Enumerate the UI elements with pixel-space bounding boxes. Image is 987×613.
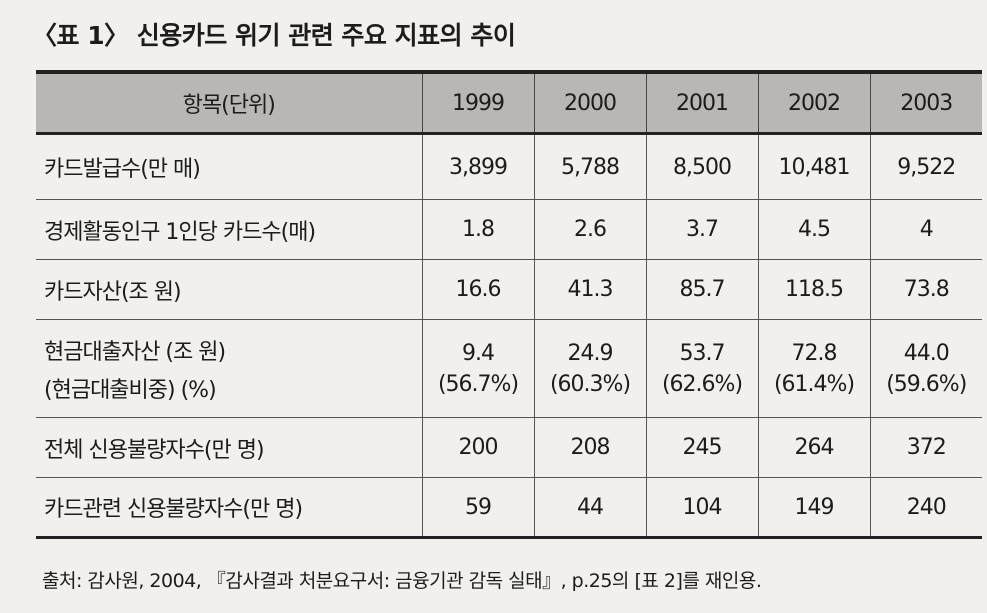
cell-value: 245 [645,417,758,478]
cell-value-line2: (61.4%) [773,371,855,397]
cell-value: 73.8 [869,259,982,320]
header-year: 2002 [757,70,870,135]
table-row: 현금대출자산 (조 원) (현금대출비중) (%) 9.4 (56.7%) 24… [36,319,982,418]
cell-value: 104 [645,477,758,539]
cell-value: 4.5 [757,199,870,260]
header-year: 2003 [869,70,982,135]
cell-value: 2.6 [533,199,646,260]
row-label: 카드관련 신용불량자수(만 명) [36,477,422,539]
cell-value: 264 [757,417,870,478]
cell-value: 240 [869,477,982,539]
cell-value: 149 [757,477,870,539]
cell-value: 372 [869,417,982,478]
indicator-table: 항목(단위) 1999 2000 2001 2002 2003 카드발급수(만 … [36,70,982,539]
cell-value: 9,522 [869,133,982,200]
cell-value: 200 [421,417,534,478]
cell-value: 44.0 (59.6%) [869,319,982,418]
header-year: 2000 [533,70,646,135]
cell-value: 118.5 [757,259,870,320]
table-row: 카드발급수(만 매) 3,899 5,788 8,500 10,481 9,52… [36,133,982,200]
cell-value-line2: (59.6%) [886,371,967,397]
cell-value: 85.7 [645,259,758,320]
cell-value: 1.8 [421,199,534,260]
cell-value-line1: 72.8 [791,340,838,366]
cell-value: 16.6 [421,259,534,320]
cell-value: 41.3 [533,259,646,320]
cell-value-line2: (62.6%) [661,371,743,397]
cell-value: 9.4 (56.7%) [421,319,534,418]
cell-value: 10,481 [757,133,870,200]
row-label: 현금대출자산 (조 원) (현금대출비중) (%) [36,319,422,418]
cell-value: 53.7 (62.6%) [645,319,758,418]
cell-value-line2: (56.7%) [437,371,519,397]
table-title: 〈표 1〉 신용카드 위기 관련 주요 지표의 추이 [32,21,516,50]
row-label-line1: 현금대출자산 (조 원) [44,339,226,365]
cell-value: 208 [533,417,646,478]
cell-value: 72.8 (61.4%) [757,319,870,418]
cell-value-line1: 9.4 [462,340,495,366]
cell-value-line1: 53.7 [679,340,726,366]
cell-value-line1: 44.0 [903,340,950,366]
row-label: 카드발급수(만 매) [36,133,422,200]
table-row: 전체 신용불량자수(만 명) 200 208 245 264 372 [36,417,982,478]
table-header-row: 항목(단위) 1999 2000 2001 2002 2003 [36,70,982,135]
row-label: 카드자산(조 원) [36,259,422,320]
cell-value-line2: (60.3%) [549,371,631,397]
cell-value: 59 [421,477,534,539]
cell-value: 8,500 [645,133,758,200]
source-note: 출처: 감사원, 2004, 『감사결과 처분요구서: 금융기관 감독 실태』,… [42,570,762,592]
cell-value: 3,899 [421,133,534,200]
cell-value: 5,788 [533,133,646,200]
cell-value: 4 [869,199,982,260]
table-row: 카드자산(조 원) 16.6 41.3 85.7 118.5 73.8 [36,259,982,320]
cell-value: 3.7 [645,199,758,260]
cell-value: 44 [533,477,646,539]
cell-value: 24.9 (60.3%) [533,319,646,418]
header-year: 2001 [645,70,758,135]
row-label-line2: (현금대출비중) (%) [44,377,217,403]
table-row: 카드관련 신용불량자수(만 명) 59 44 104 149 240 [36,477,982,539]
row-label: 전체 신용불량자수(만 명) [36,417,422,478]
row-label: 경제활동인구 1인당 카드수(매) [36,199,422,260]
cell-value-line1: 24.9 [567,340,614,366]
header-year: 1999 [421,70,534,135]
header-item: 항목(단위) [36,70,422,135]
table-row: 경제활동인구 1인당 카드수(매) 1.8 2.6 3.7 4.5 4 [36,199,982,260]
